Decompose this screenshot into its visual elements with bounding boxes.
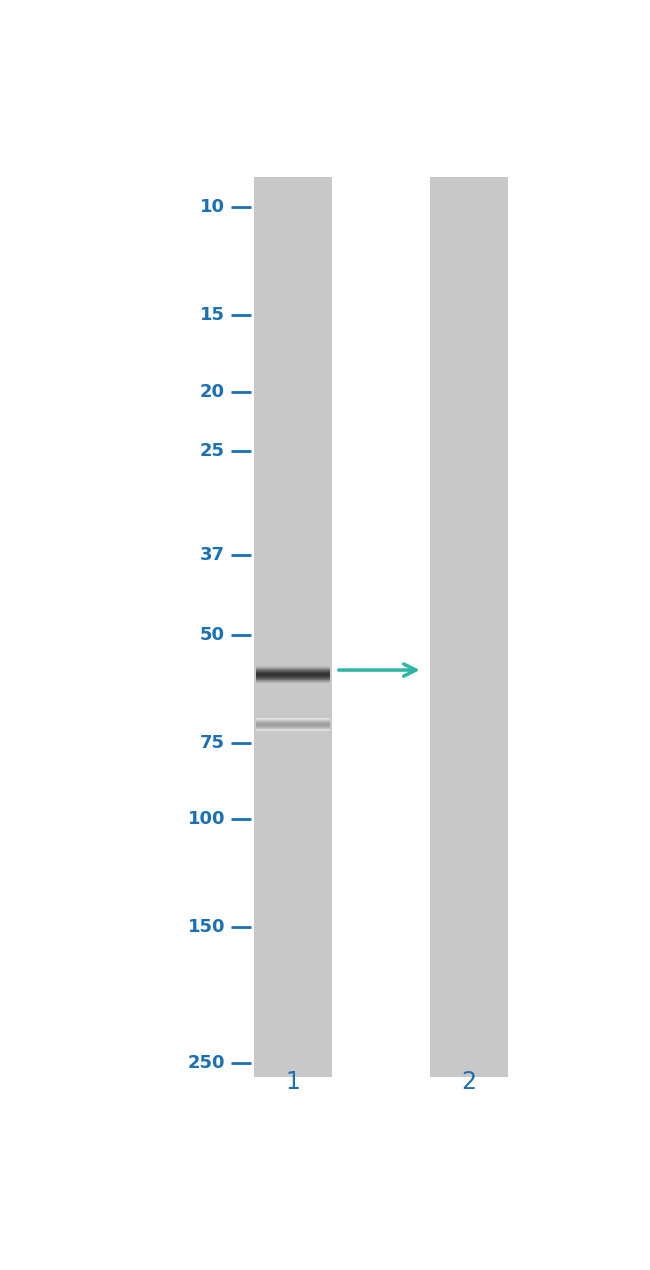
Text: 50: 50 — [200, 626, 225, 644]
Text: 15: 15 — [200, 306, 225, 324]
Text: 2: 2 — [462, 1071, 476, 1095]
Bar — [254, 177, 332, 1077]
Text: 150: 150 — [188, 918, 225, 936]
Text: 75: 75 — [200, 734, 225, 752]
Text: 250: 250 — [188, 1054, 225, 1072]
Text: 25: 25 — [200, 442, 225, 460]
Text: 10: 10 — [200, 198, 225, 216]
Bar — [430, 177, 508, 1077]
Text: 37: 37 — [200, 546, 225, 564]
Text: 100: 100 — [188, 810, 225, 828]
Text: 20: 20 — [200, 382, 225, 400]
Text: 1: 1 — [285, 1071, 300, 1095]
